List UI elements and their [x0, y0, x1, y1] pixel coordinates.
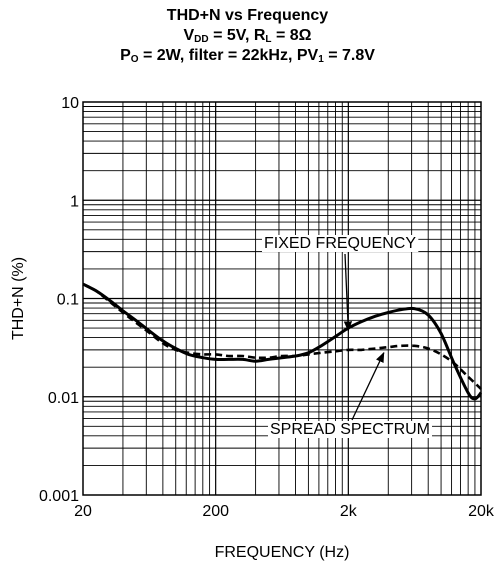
- y-tick-label: 10: [61, 95, 79, 112]
- x-tick-label: 20k: [468, 503, 495, 520]
- tick-labels: 20 200 2k 20k 0.001 0.01 0.1 1 10: [39, 95, 495, 520]
- rl-symbol: R: [253, 27, 266, 44]
- rl-value: = 8Ω: [271, 27, 312, 44]
- po-symbol: P: [120, 47, 131, 64]
- x-tick-label: 200: [202, 503, 229, 520]
- series-lines: [82, 282, 483, 401]
- y-tick-label: 0.01: [48, 390, 79, 407]
- annotation-label-fixed-frequency: FIXED FREQUENCY: [264, 235, 416, 252]
- po-value: = 2W, filter = 22kHz,: [138, 47, 297, 64]
- chart-subtitle-conditions-1: VDD = 5V, RL = 8Ω: [0, 26, 495, 46]
- y-tick-label: 1: [70, 193, 79, 210]
- series-line-fixed-frequency: [82, 282, 483, 401]
- pv-symbol: PV: [296, 47, 319, 64]
- x-tick-label: 20: [74, 503, 92, 520]
- series-line-spread-spectrum: [82, 282, 482, 390]
- grid: [83, 102, 481, 495]
- annotation-label-spread-spectrum: SPREAD SPECTRUM: [270, 421, 430, 438]
- x-axis-label: FREQUENCY (Hz): [215, 544, 350, 561]
- plot-frame: [82, 101, 482, 496]
- po-subscript: O: [130, 54, 139, 65]
- vdd-subscript: DD: [194, 34, 209, 45]
- y-tick-label: 0.001: [39, 488, 79, 505]
- vdd-symbol: V: [183, 27, 195, 44]
- annotation-label-background: [267, 421, 433, 438]
- chart-title: THD+N vs Frequency: [166, 7, 329, 24]
- pv-subscript: 1: [318, 54, 324, 65]
- y-axis-label: THD+N (%): [10, 257, 27, 340]
- rl-subscript: L: [265, 34, 272, 45]
- pv-value: = 7.8V: [323, 47, 375, 64]
- chart-subtitle-conditions-2: PO = 2W, filter = 22kHz, PV1 = 7.8V: [0, 46, 495, 66]
- y-tick-label: 0.1: [57, 292, 79, 309]
- annotation-arrow-fixed-frequency: [343, 253, 353, 332]
- annotations: FIXED FREQUENCY SPREAD SPECTRUM: [261, 235, 433, 438]
- annotation-arrow-spread-spectrum: [351, 351, 385, 421]
- x-tick-label: 2k: [340, 503, 358, 520]
- vdd-value: = 5V,: [208, 27, 254, 44]
- annotation-label-background: [261, 235, 419, 252]
